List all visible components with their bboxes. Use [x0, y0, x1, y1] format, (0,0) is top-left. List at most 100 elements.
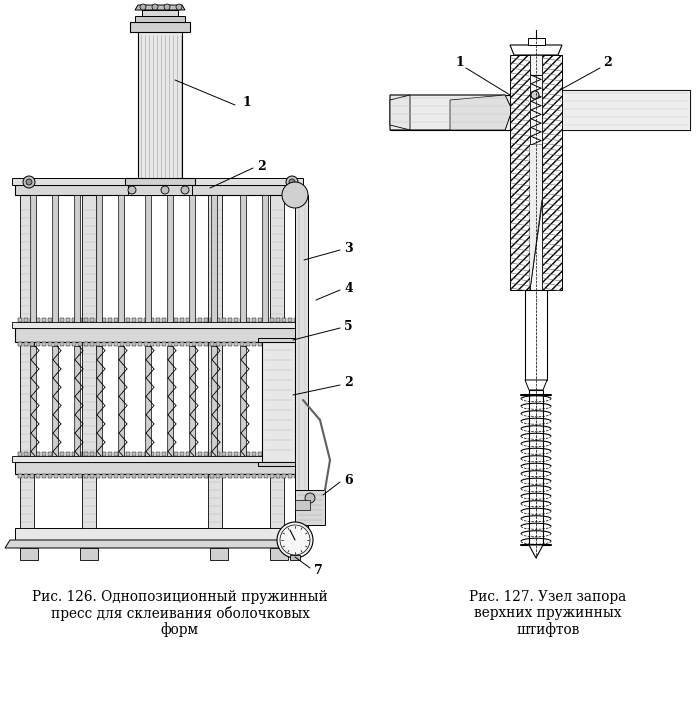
Polygon shape: [15, 462, 300, 474]
Bar: [180, 452, 184, 456]
Bar: [18, 452, 22, 456]
Text: 2: 2: [257, 160, 266, 173]
Bar: [240, 346, 246, 456]
Polygon shape: [258, 338, 299, 342]
Bar: [126, 342, 130, 346]
Bar: [204, 318, 208, 322]
Bar: [52, 346, 58, 456]
Bar: [60, 474, 64, 478]
Bar: [156, 342, 160, 346]
Bar: [192, 342, 196, 346]
Circle shape: [161, 186, 169, 194]
Bar: [252, 318, 256, 322]
Circle shape: [531, 91, 539, 99]
Bar: [132, 342, 136, 346]
Circle shape: [23, 176, 35, 188]
Bar: [74, 346, 80, 456]
Bar: [211, 346, 217, 456]
Bar: [114, 452, 118, 456]
Bar: [186, 452, 190, 456]
Polygon shape: [525, 290, 547, 380]
Polygon shape: [210, 548, 228, 560]
Bar: [108, 452, 112, 456]
Bar: [264, 474, 268, 478]
Bar: [66, 342, 70, 346]
Bar: [228, 342, 232, 346]
Bar: [234, 318, 238, 322]
Polygon shape: [510, 45, 562, 55]
Bar: [186, 318, 190, 322]
Bar: [24, 342, 28, 346]
Bar: [90, 318, 94, 322]
Text: форм: форм: [161, 622, 199, 637]
Polygon shape: [390, 95, 410, 130]
Polygon shape: [20, 548, 38, 560]
Text: 1: 1: [456, 57, 464, 69]
Bar: [216, 474, 220, 478]
Bar: [102, 318, 106, 322]
Bar: [210, 318, 214, 322]
Bar: [108, 342, 112, 346]
Text: 6: 6: [344, 473, 353, 486]
Bar: [264, 342, 268, 346]
Bar: [54, 474, 58, 478]
Bar: [198, 452, 202, 456]
Polygon shape: [128, 185, 192, 195]
Bar: [66, 318, 70, 322]
Bar: [96, 346, 102, 456]
Bar: [240, 195, 246, 322]
Polygon shape: [138, 30, 182, 185]
Text: верхних пружинных: верхних пружинных: [475, 606, 622, 620]
Bar: [18, 342, 22, 346]
Bar: [96, 342, 100, 346]
Bar: [252, 452, 256, 456]
Circle shape: [286, 176, 298, 188]
Bar: [186, 342, 190, 346]
Bar: [162, 342, 166, 346]
Bar: [270, 452, 274, 456]
Bar: [138, 318, 142, 322]
Bar: [246, 342, 250, 346]
Bar: [54, 342, 58, 346]
Bar: [120, 474, 124, 478]
Bar: [36, 318, 40, 322]
Bar: [156, 318, 160, 322]
Bar: [54, 452, 58, 456]
Polygon shape: [15, 328, 300, 342]
Bar: [162, 474, 166, 478]
Bar: [42, 342, 46, 346]
Circle shape: [164, 4, 170, 10]
Polygon shape: [270, 193, 284, 528]
Bar: [270, 474, 274, 478]
Bar: [96, 474, 100, 478]
Text: 2: 2: [344, 377, 353, 390]
Bar: [168, 452, 172, 456]
Bar: [114, 318, 118, 322]
Text: 3: 3: [344, 241, 353, 254]
Bar: [144, 342, 148, 346]
Bar: [282, 452, 286, 456]
Bar: [288, 452, 292, 456]
Bar: [36, 474, 40, 478]
Polygon shape: [450, 95, 512, 130]
Bar: [84, 452, 88, 456]
Text: Рис. 126. Однопозиционный пружинный: Рис. 126. Однопозиционный пружинный: [32, 590, 328, 604]
Bar: [270, 342, 274, 346]
Bar: [150, 474, 154, 478]
Bar: [192, 452, 196, 456]
Bar: [282, 342, 286, 346]
Bar: [282, 318, 286, 322]
Polygon shape: [142, 10, 178, 16]
Bar: [132, 452, 136, 456]
Polygon shape: [130, 22, 190, 32]
Text: штифтов: штифтов: [517, 622, 580, 637]
Text: Рис. 127. Узел запора: Рис. 127. Узел запора: [470, 590, 626, 604]
Bar: [186, 474, 190, 478]
Bar: [126, 474, 130, 478]
Polygon shape: [295, 500, 310, 510]
Bar: [264, 318, 268, 322]
Bar: [78, 342, 82, 346]
Bar: [216, 318, 220, 322]
Bar: [114, 342, 118, 346]
Text: 5: 5: [344, 319, 353, 332]
